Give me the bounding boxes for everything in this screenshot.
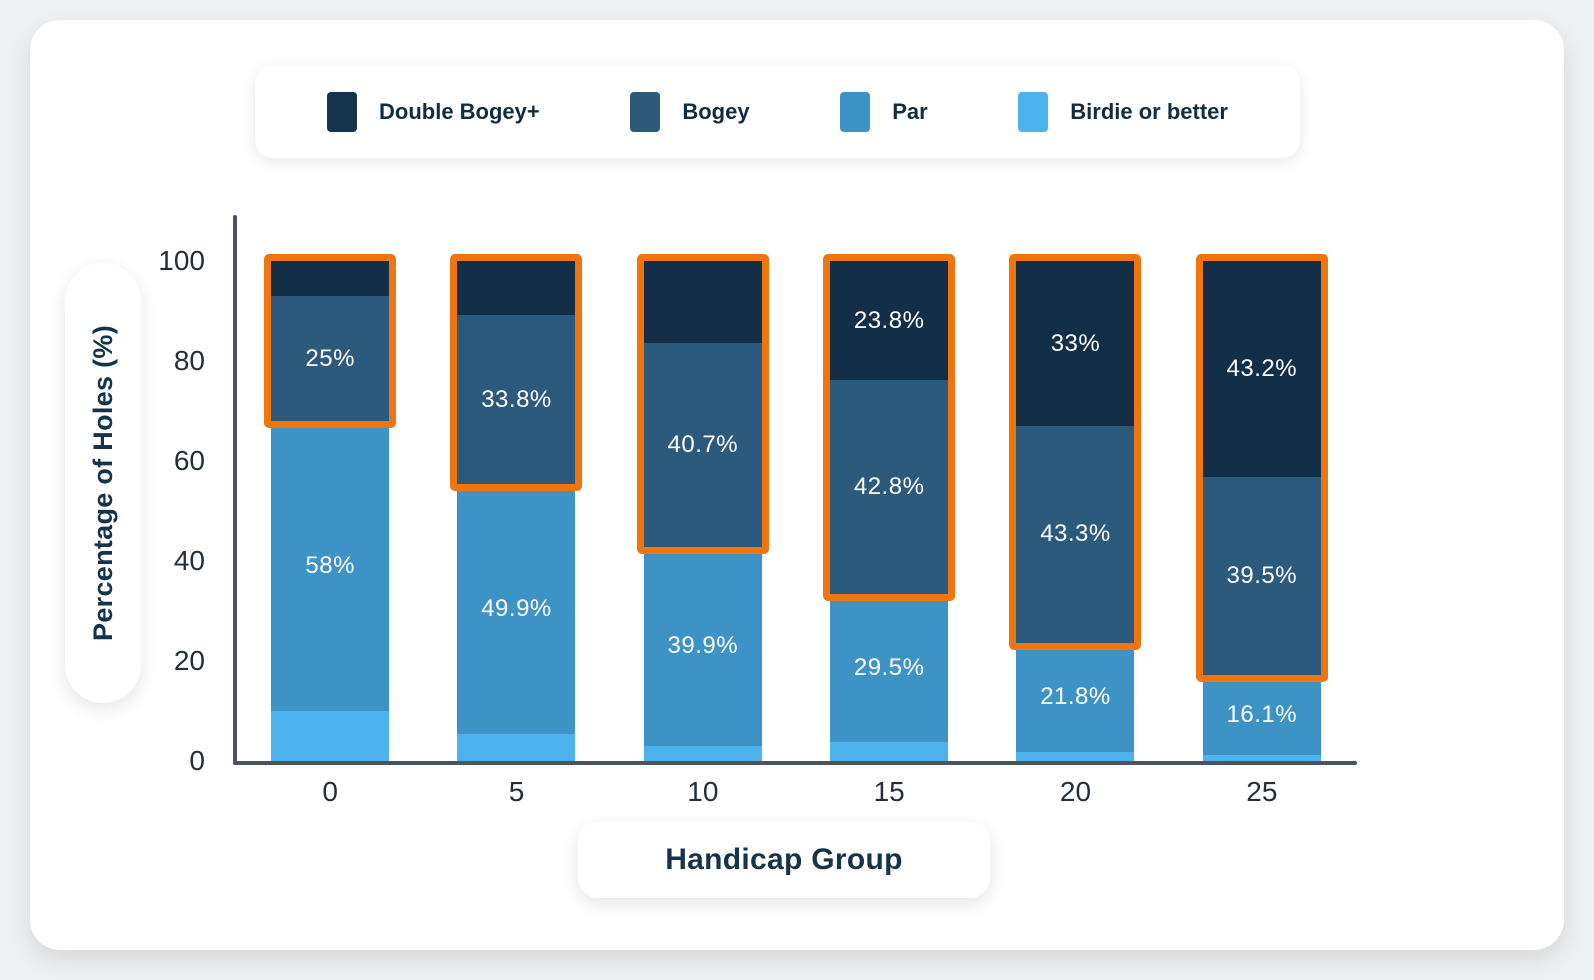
segment-value-label: 39.5% [1226, 561, 1298, 589]
legend-item-par: Par [840, 91, 928, 132]
legend-label: Birdie or better [1070, 98, 1228, 124]
y-tick-40: 40 [173, 545, 205, 576]
bar-segment-double-bogey [271, 261, 390, 296]
y-tick-60: 60 [173, 445, 205, 476]
bars-container: 25% 58% 33.8% 49.9% 40.7% 39.9% 23.8% 42.8% 29.5… [237, 254, 1355, 761]
segment-value-label: 43.2% [1226, 355, 1298, 382]
bar-group-5: 33.8% 49.9% [450, 254, 583, 761]
legend-item-double-bogey: Double Bogey+ [327, 91, 540, 132]
x-tick-15: 15 [873, 776, 905, 807]
bar-segment-birdie-or-better [1202, 755, 1321, 761]
legend-swatch-bogey-icon [630, 91, 661, 132]
segment-value-label: 58% [305, 552, 355, 579]
x-tick-0: 0 [322, 776, 338, 807]
bar-segment-bogey: 40.7% [643, 343, 762, 547]
bar-segment-double-bogey: 23.8% [830, 261, 949, 380]
legend-label: Bogey [682, 98, 750, 124]
segment-value-label: 42.8% [853, 473, 925, 500]
bar-group-0: 25% 58% [264, 254, 397, 761]
x-axis-line [233, 761, 1357, 765]
y-tick-20: 20 [173, 645, 205, 676]
bar-segment-birdie-or-better [1016, 751, 1135, 761]
x-tick-25: 25 [1246, 776, 1278, 807]
y-axis-label: Percentage of Holes (%) [87, 325, 118, 641]
y-tick-labels: 0 20 40 60 80 100 [137, 245, 217, 776]
bar-group-15: 23.8% 42.8% 29.5% [823, 254, 956, 761]
segment-value-label: 25% [305, 344, 355, 372]
bar-group-25: 43.2% 39.5% 16.1% [1195, 254, 1328, 761]
segment-value-label: 40.7% [667, 430, 739, 458]
bar-segment-birdie-or-better [457, 733, 576, 761]
segment-value-label: 23.8% [853, 306, 925, 334]
legend: Double Bogey+ Bogey Par Birdie or better [255, 65, 1300, 158]
segment-value-label: 49.9% [481, 594, 552, 622]
legend-swatch-par-icon [840, 91, 871, 132]
bar-segment-bogey: 43.3% [1016, 426, 1135, 643]
legend-swatch-double-bogey-icon [327, 91, 357, 132]
x-axis-label-pill: Handicap Group [578, 822, 990, 898]
bar-segment-bogey: 42.8% [830, 380, 949, 594]
segment-value-label: 43.3% [1040, 520, 1111, 548]
x-tick-20: 20 [1059, 776, 1092, 807]
bar-segment-par: 29.5% [830, 594, 949, 742]
legend-swatch-birdie-or-better-icon [1018, 91, 1049, 132]
segment-value-label: 33.8% [481, 385, 552, 413]
bar-segment-bogey: 33.8% [457, 315, 576, 484]
y-tick-0: 0 [189, 745, 205, 776]
bar-segment-double-bogey: 33% [1016, 261, 1135, 426]
legend-label: Double Bogey+ [379, 98, 540, 124]
segment-value-label: 21.8% [1040, 683, 1111, 710]
bar-segment-par: 58% [271, 421, 390, 711]
x-axis-label: Handicap Group [665, 843, 903, 876]
bar-segment-birdie-or-better [271, 711, 390, 761]
x-tick-labels: 0 5 10 15 20 25 [237, 775, 1355, 815]
legend-label: Par [892, 98, 928, 124]
bar-segment-double-bogey: 43.2% [1202, 261, 1321, 477]
y-axis-label-pill: Percentage of Holes (%) [65, 263, 141, 703]
bar-segment-birdie-or-better [830, 741, 949, 761]
plot-area: 0 20 40 60 80 100 25% 58% 33.8% 49.9% 40.7% 39.9% 2… [158, 215, 1357, 807]
bar-group-10: 40.7% 39.9% [636, 254, 769, 761]
x-tick-5: 5 [508, 776, 525, 807]
bar-segment-par: 21.8% [1016, 642, 1135, 752]
y-tick-100: 100 [158, 245, 205, 276]
legend-item-bogey: Bogey [630, 91, 750, 132]
segment-value-label: 16.1% [1226, 700, 1298, 728]
bar-segment-bogey: 25% [271, 296, 390, 421]
segment-value-label: 39.9% [667, 632, 739, 660]
bar-segment-bogey: 39.5% [1202, 477, 1321, 675]
y-axis-line [233, 215, 237, 765]
legend-item-birdie-or-better: Birdie or better [1018, 91, 1228, 132]
bar-segment-par: 39.9% [643, 546, 762, 746]
bar-group-20: 33% 43.3% 21.8% [1009, 254, 1142, 761]
bar-segment-par: 49.9% [457, 484, 576, 734]
bar-segment-double-bogey [457, 261, 576, 315]
segment-value-label: 33% [1050, 329, 1101, 357]
y-tick-80: 80 [173, 345, 205, 376]
bar-segment-double-bogey [643, 261, 762, 343]
bar-segment-par: 16.1% [1202, 674, 1321, 755]
bar-segment-birdie-or-better [643, 746, 762, 761]
segment-value-label: 29.5% [853, 653, 925, 681]
chart-card: Double Bogey+ Bogey Par Birdie or better Pe… [30, 20, 1564, 950]
x-tick-10: 10 [687, 776, 719, 807]
